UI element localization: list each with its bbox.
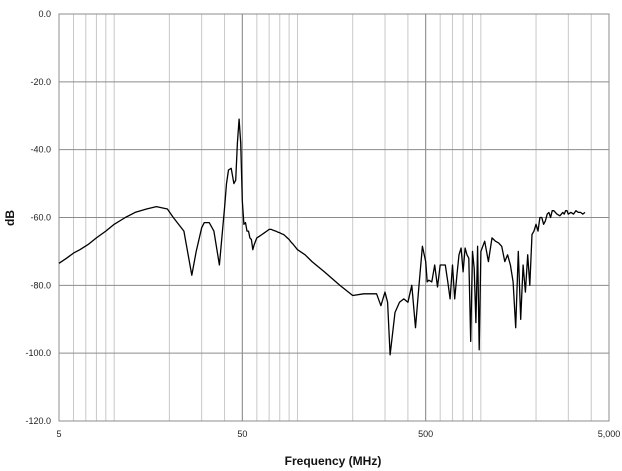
plot-area-border (58, 13, 610, 422)
y-tick-label: -60.0 (30, 213, 51, 223)
y-tick-label: -40.0 (30, 145, 51, 155)
y-tick-label: -80.0 (30, 280, 51, 290)
x-axis-title: Frequency (MHz) (285, 454, 382, 468)
x-tick-label: 5,000 (598, 429, 621, 439)
y-axis-tick-labels: 0.0 -20.0 -40.0 -60.0 -80.0 -100.0 -120.0 (25, 9, 51, 426)
y-tick-label: 0.0 (38, 9, 51, 19)
series-line (58, 118, 586, 356)
y-tick-label: -120.0 (25, 416, 51, 426)
x-tick-label: 50 (237, 429, 247, 439)
x-axis-tick-labels: 5 50 500 5,000 (56, 429, 620, 439)
x-tick-label: 5 (56, 429, 61, 439)
series-layer (58, 118, 586, 356)
y-tick-label: -20.0 (30, 77, 51, 87)
y-tick-label: -100.0 (25, 348, 51, 358)
x-tick-label: 500 (418, 429, 433, 439)
y-axis-title: dB (3, 210, 17, 226)
